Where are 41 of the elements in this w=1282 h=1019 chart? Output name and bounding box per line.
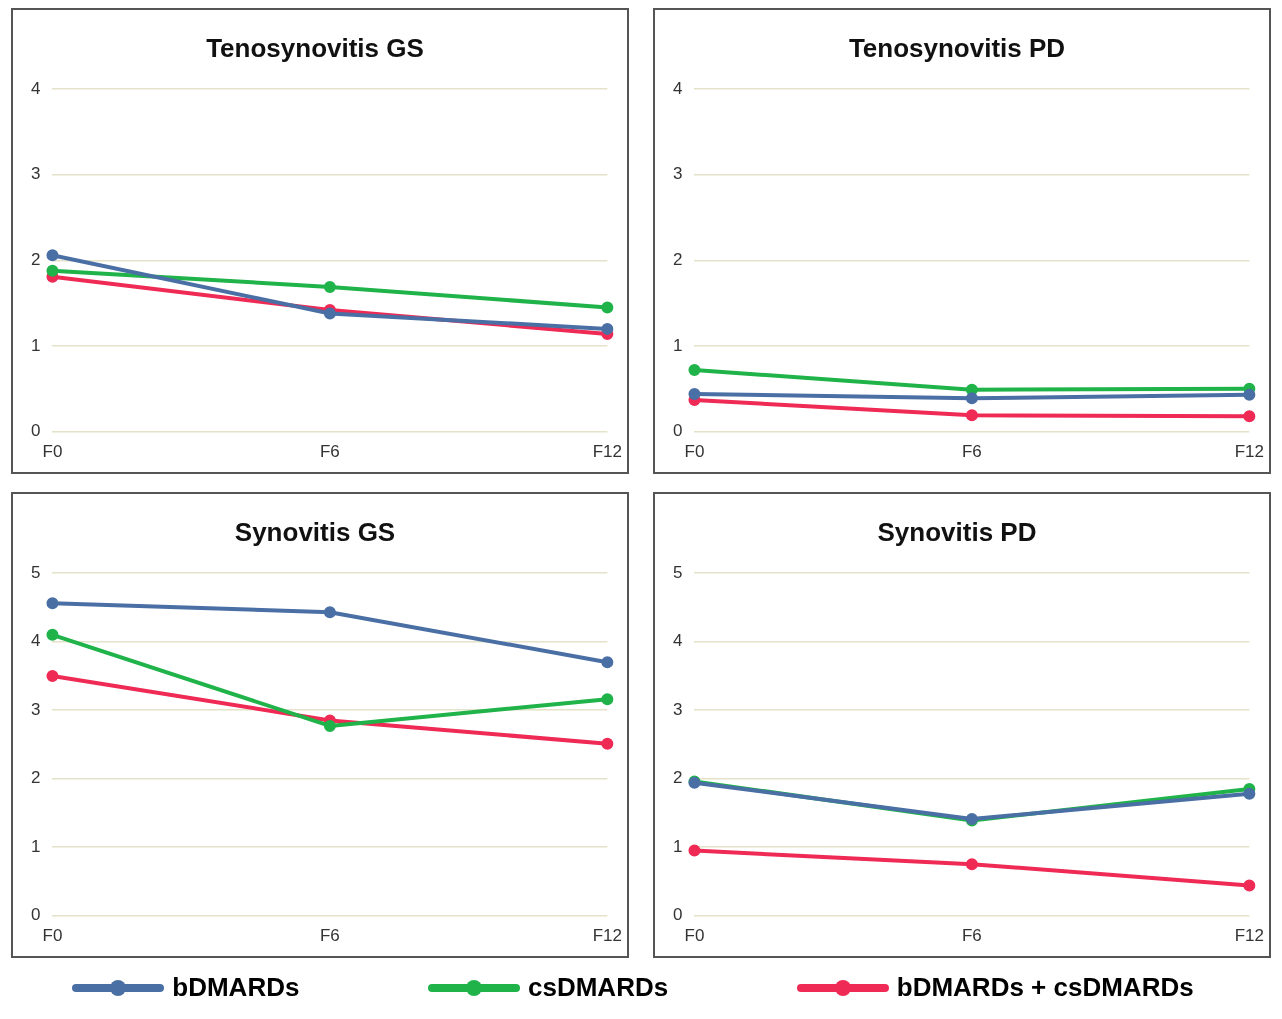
y-tick-label: 3	[672, 164, 683, 184]
y-tick-label: 3	[30, 699, 41, 719]
y-tick-label: 4	[30, 78, 41, 98]
y-tick-label: 2	[30, 250, 41, 270]
y-tick-label: 1	[672, 335, 683, 355]
x-tick-label: F6	[319, 442, 340, 462]
y-tick-label: 0	[30, 421, 41, 441]
x-tick-label: F12	[592, 926, 622, 946]
y-tick-label: 3	[30, 164, 41, 184]
chart-title: Tenosynovitis PD	[848, 32, 1066, 63]
chart-title: Synovitis GS	[234, 516, 396, 547]
y-tick-label: 0	[672, 905, 683, 925]
y-tick-label: 4	[30, 631, 41, 651]
y-tick-label: 4	[672, 631, 683, 651]
y-tick-label: 1	[30, 335, 41, 355]
y-tick-label: 1	[672, 836, 683, 856]
x-tick-label: F6	[961, 926, 982, 946]
x-tick-label: F0	[684, 926, 705, 946]
y-tick-label: 1	[30, 836, 41, 856]
y-tick-label: 2	[672, 250, 683, 270]
y-tick-label: 0	[672, 421, 683, 441]
x-tick-label: F0	[42, 442, 63, 462]
x-tick-label: F12	[1234, 926, 1264, 946]
x-tick-label: F0	[42, 926, 63, 946]
legend-label: csDMARDs	[528, 972, 669, 1003]
y-tick-label: 5	[30, 562, 41, 582]
chart-title: Synovitis PD	[877, 516, 1037, 547]
x-tick-label: F0	[684, 442, 705, 462]
legend-label: bDMARDs + csDMARDs	[896, 972, 1194, 1003]
x-tick-label: F12	[592, 442, 622, 462]
y-tick-label: 3	[672, 699, 683, 719]
y-tick-label: 2	[30, 768, 41, 788]
y-tick-label: 5	[672, 562, 683, 582]
x-tick-label: F6	[319, 926, 340, 946]
y-tick-label: 0	[30, 905, 41, 925]
x-tick-label: F6	[961, 442, 982, 462]
x-tick-label: F12	[1234, 442, 1264, 462]
y-tick-label: 4	[672, 78, 683, 98]
y-tick-label: 2	[672, 768, 683, 788]
legend-label: bDMARDs	[172, 972, 300, 1003]
chart-title: Tenosynovitis GS	[206, 32, 424, 63]
